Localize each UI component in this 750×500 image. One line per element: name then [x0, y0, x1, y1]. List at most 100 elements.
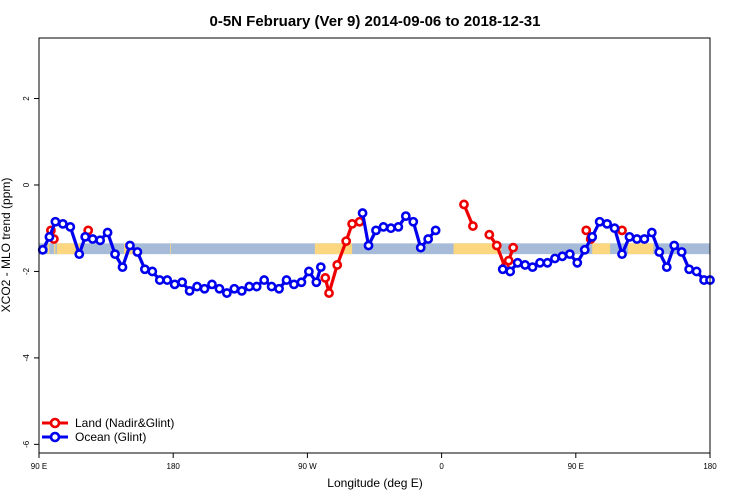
- data-point: [423, 234, 434, 244]
- data-point: [617, 225, 627, 236]
- chart-title: 0-5N February (Ver 9) 2014-09-06 to 2018…: [209, 13, 540, 30]
- data-point: [676, 247, 687, 257]
- y-axis: 2 0 -2 -4 -6: [22, 96, 39, 448]
- data-point: [74, 249, 85, 260]
- x-tick-label: 90 W: [298, 462, 317, 471]
- data-point: [468, 221, 478, 231]
- data-point: [251, 281, 262, 292]
- data-point: [535, 257, 545, 268]
- data-point: [484, 229, 495, 240]
- data-point: [65, 222, 76, 232]
- plot-area: [37, 37, 715, 454]
- legend-label: Land (Nadir&Glint): [75, 416, 174, 430]
- data-point: [661, 262, 672, 273]
- x-tick-label: 180: [703, 462, 717, 471]
- data-point: [572, 257, 583, 268]
- band-land-segment: [453, 243, 502, 255]
- y-tick-label: 0: [22, 182, 31, 187]
- data-point: [684, 264, 695, 275]
- data-point: [609, 223, 620, 234]
- data-point: [579, 244, 590, 255]
- x-tick-label: 90 E: [568, 462, 584, 471]
- data-point: [512, 257, 523, 268]
- band-land-segment: [314, 243, 353, 255]
- data-point: [654, 247, 665, 257]
- data-point: [110, 249, 120, 260]
- band-land-segment: [627, 243, 654, 255]
- data-point: [646, 227, 657, 238]
- data-point: [341, 236, 352, 247]
- data-point: [503, 255, 514, 266]
- data-point: [236, 285, 247, 296]
- data-point: [408, 216, 419, 227]
- data-point: [332, 260, 343, 270]
- data-point: [303, 266, 314, 277]
- data-point: [80, 231, 91, 242]
- data-point: [57, 218, 68, 229]
- band-land-segment: [170, 243, 171, 255]
- data-point: [347, 218, 358, 229]
- data-point: [125, 240, 135, 251]
- data-point: [221, 288, 232, 298]
- data-point: [587, 231, 598, 242]
- data-point: [117, 262, 128, 273]
- y-tick-label: 2: [22, 96, 31, 101]
- series-line: [323, 220, 361, 295]
- data-point: [266, 281, 277, 292]
- data-point: [95, 235, 106, 246]
- data-point: [274, 283, 284, 294]
- legend-item: Ocean (Glint): [42, 430, 146, 444]
- data-point: [37, 244, 48, 255]
- data-point: [289, 279, 299, 290]
- data-point: [229, 283, 240, 294]
- data-point: [691, 266, 702, 277]
- data-point: [508, 242, 519, 253]
- y-tick-label: -4: [22, 354, 31, 362]
- data-point: [557, 251, 568, 262]
- data-point: [147, 266, 158, 277]
- data-point: [154, 275, 165, 285]
- data-point: [371, 225, 381, 236]
- legend-marker: [49, 431, 61, 443]
- data-point: [505, 266, 516, 277]
- data-point: [632, 234, 642, 244]
- data-point: [459, 199, 469, 210]
- data-point: [184, 285, 195, 296]
- data-point: [50, 216, 61, 227]
- legend-item: Land (Nadir&Glint): [42, 416, 174, 430]
- data-point: [199, 283, 210, 294]
- data-point: [550, 253, 560, 264]
- data-point: [357, 208, 368, 218]
- band-land-segment: [53, 243, 56, 255]
- data-point: [139, 264, 150, 275]
- band-ocean: [39, 243, 710, 255]
- data-point: [491, 240, 502, 251]
- data-point: [207, 279, 217, 290]
- data-point: [132, 247, 143, 257]
- data-point: [542, 257, 553, 268]
- legend-marker: [49, 417, 61, 429]
- legend: Land (Nadir&Glint)Ocean (Glint): [42, 416, 174, 444]
- series-group: [37, 199, 715, 298]
- data-point: [378, 222, 389, 232]
- x-axis: 90 E 180 90 W 0 90 E 180: [31, 453, 717, 471]
- data-point: [520, 260, 531, 270]
- legend-label: Ocean (Glint): [75, 430, 146, 444]
- x-tick-label: 180: [167, 462, 181, 471]
- data-point: [169, 279, 180, 290]
- data-point: [594, 216, 605, 227]
- data-point: [669, 240, 680, 251]
- data-point: [386, 223, 396, 234]
- data-point: [393, 222, 404, 232]
- data-point: [244, 281, 255, 292]
- data-point: [281, 275, 292, 285]
- data-point: [162, 275, 173, 285]
- data-point: [415, 242, 426, 253]
- plot-frame: [38, 37, 711, 454]
- data-point: [102, 227, 113, 238]
- data-point: [177, 277, 188, 288]
- data-point: [324, 288, 334, 298]
- band-land-segment: [592, 243, 611, 255]
- data-point: [400, 211, 411, 222]
